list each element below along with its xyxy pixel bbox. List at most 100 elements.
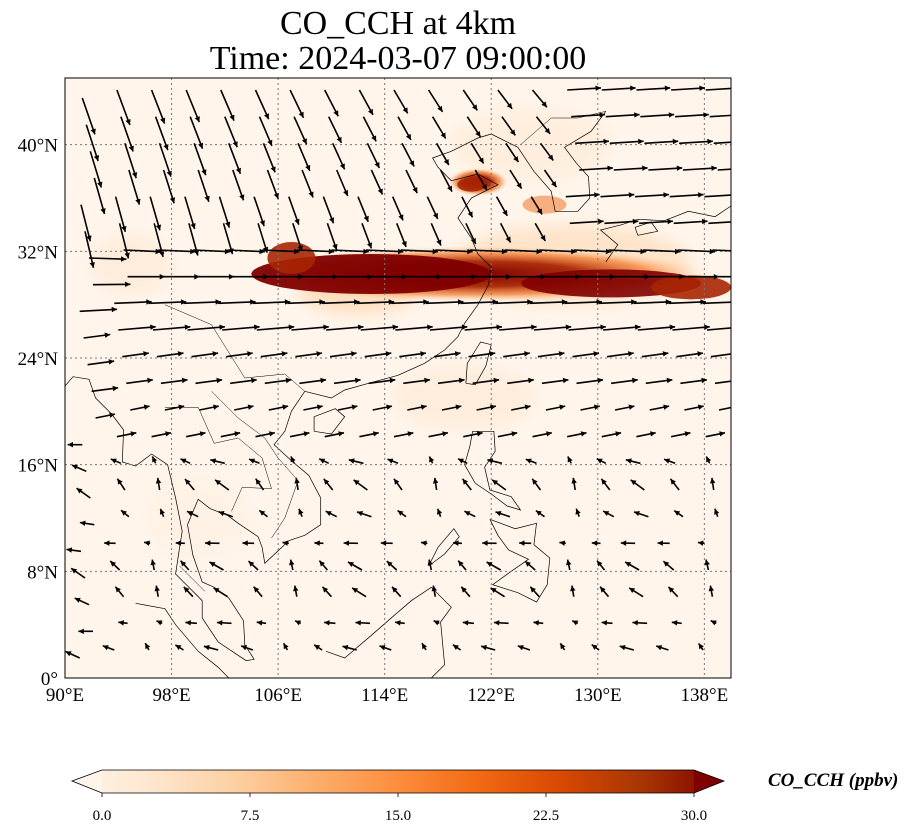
wind-vector-head	[436, 239, 442, 246]
wind-vector-shaft	[499, 326, 537, 331]
wind-vector-head	[363, 248, 369, 255]
wind-vector-shaft	[218, 196, 231, 228]
wind-vector-head	[215, 479, 221, 486]
wind-vector-head	[209, 562, 216, 567]
wind-vector-head	[187, 511, 193, 517]
wind-vector-shaft	[464, 326, 503, 331]
wind-vector-head	[595, 85, 601, 91]
wind-vector-shaft	[89, 151, 103, 188]
lat-tick-label: 32°N	[18, 242, 59, 263]
wind-vector-head	[203, 645, 210, 651]
wind-vector-head	[546, 431, 552, 437]
wind-vector-head	[225, 221, 231, 228]
wind-vector-head	[475, 131, 481, 137]
wind-vector-head	[478, 157, 484, 164]
wind-vector-head	[357, 324, 364, 330]
wind-vector-shaft	[603, 326, 641, 331]
wind-vector-head	[324, 620, 330, 626]
map-background	[65, 78, 731, 678]
wind-vector-head	[169, 197, 176, 204]
wind-vector-shaft	[252, 301, 291, 305]
wind-vector-head	[733, 405, 739, 410]
wind-vector-head	[433, 212, 438, 219]
wind-vector-head	[664, 458, 671, 464]
wind-vector-head	[395, 620, 401, 626]
wind-vector-head	[615, 431, 622, 437]
wind-vector-head	[698, 192, 704, 198]
wind-vector-head	[719, 431, 725, 437]
wind-vector-head	[333, 110, 339, 117]
wind-vector-head	[232, 141, 238, 148]
wind-vector-head	[736, 378, 742, 383]
wind-vector-head	[628, 404, 635, 410]
wind-vector-shaft	[80, 204, 92, 242]
wind-vector-head	[492, 299, 498, 305]
coastline-layer	[65, 111, 731, 678]
wind-vector-head	[628, 351, 634, 357]
wind-vector-head	[697, 351, 703, 357]
wind-vector-head	[532, 478, 538, 485]
wind-vector-head	[210, 458, 217, 464]
wind-vector-head	[323, 324, 329, 330]
lon-tick-label: 122°E	[467, 685, 515, 706]
wind-vector-shaft	[568, 326, 606, 331]
wind-vector-shaft	[672, 326, 710, 331]
wind-vector-head	[699, 85, 705, 91]
wind-vector-head	[458, 458, 464, 464]
wind-vector-head	[570, 585, 576, 592]
wind-vector-head	[482, 540, 488, 546]
wind-vector-shaft	[460, 301, 499, 305]
wind-vector-head	[357, 511, 363, 517]
wind-vector-head	[190, 223, 196, 229]
wind-vector-head	[625, 562, 632, 567]
wind-vector-shaft	[609, 140, 644, 145]
wind-vector-head	[155, 248, 161, 255]
wind-vector-head	[339, 163, 345, 170]
wind-vector-head	[317, 404, 323, 410]
wind-vector-head	[239, 194, 245, 201]
wind-vector-shaft	[717, 168, 731, 171]
wind-vector-head	[97, 181, 103, 188]
wind-vector-head	[86, 235, 92, 242]
wind-vector-head	[575, 508, 581, 515]
wind-vector-head	[620, 540, 627, 546]
wind-vector-shaft	[635, 193, 669, 198]
wind-vector-head	[295, 620, 301, 626]
wind-vector-head	[591, 540, 598, 546]
wind-vector-head	[437, 105, 443, 112]
wind-vector-shaft	[648, 167, 683, 171]
wind-vector-head	[737, 219, 743, 225]
wind-vector-head	[132, 172, 138, 179]
wind-vector-head	[493, 620, 500, 626]
wind-vector-head	[387, 458, 394, 464]
wind-vector-shaft	[88, 257, 127, 260]
wind-vector-head	[285, 377, 292, 384]
wind-vector-head	[355, 620, 361, 626]
wind-vector-head	[462, 620, 469, 626]
wind-vector-shaft	[677, 249, 716, 253]
wind-vector-shaft	[643, 249, 681, 253]
wind-vector-shaft	[599, 301, 637, 305]
wind-vector-head	[461, 324, 468, 330]
wind-vector-head	[175, 644, 182, 650]
wind-vector-head	[629, 587, 636, 593]
wind-vector-shaft	[183, 301, 221, 305]
wind-vector-head	[319, 299, 325, 305]
wind-vector-shaft	[79, 308, 118, 313]
wind-vector-head	[628, 192, 635, 198]
wind-vector-shaft	[162, 169, 175, 204]
wind-vector-head	[547, 154, 554, 161]
colorbar-tick-label: 15.0	[385, 808, 411, 824]
wind-vector-head	[551, 181, 557, 188]
colorbar-label: CO_CCH (ppbv)	[768, 770, 899, 791]
wind-vector-shaft	[228, 143, 242, 175]
wind-vector-head	[486, 562, 493, 567]
wind-vector-shaft	[504, 249, 543, 253]
wind-vector-head	[398, 214, 404, 221]
lat-tick-label: 40°N	[18, 136, 59, 157]
wind-vector-head	[599, 112, 605, 118]
wind-vector-shaft	[287, 301, 325, 305]
wind-vector-head	[412, 187, 418, 194]
wind-vector-head	[605, 248, 612, 255]
wind-vector-head	[525, 458, 532, 464]
